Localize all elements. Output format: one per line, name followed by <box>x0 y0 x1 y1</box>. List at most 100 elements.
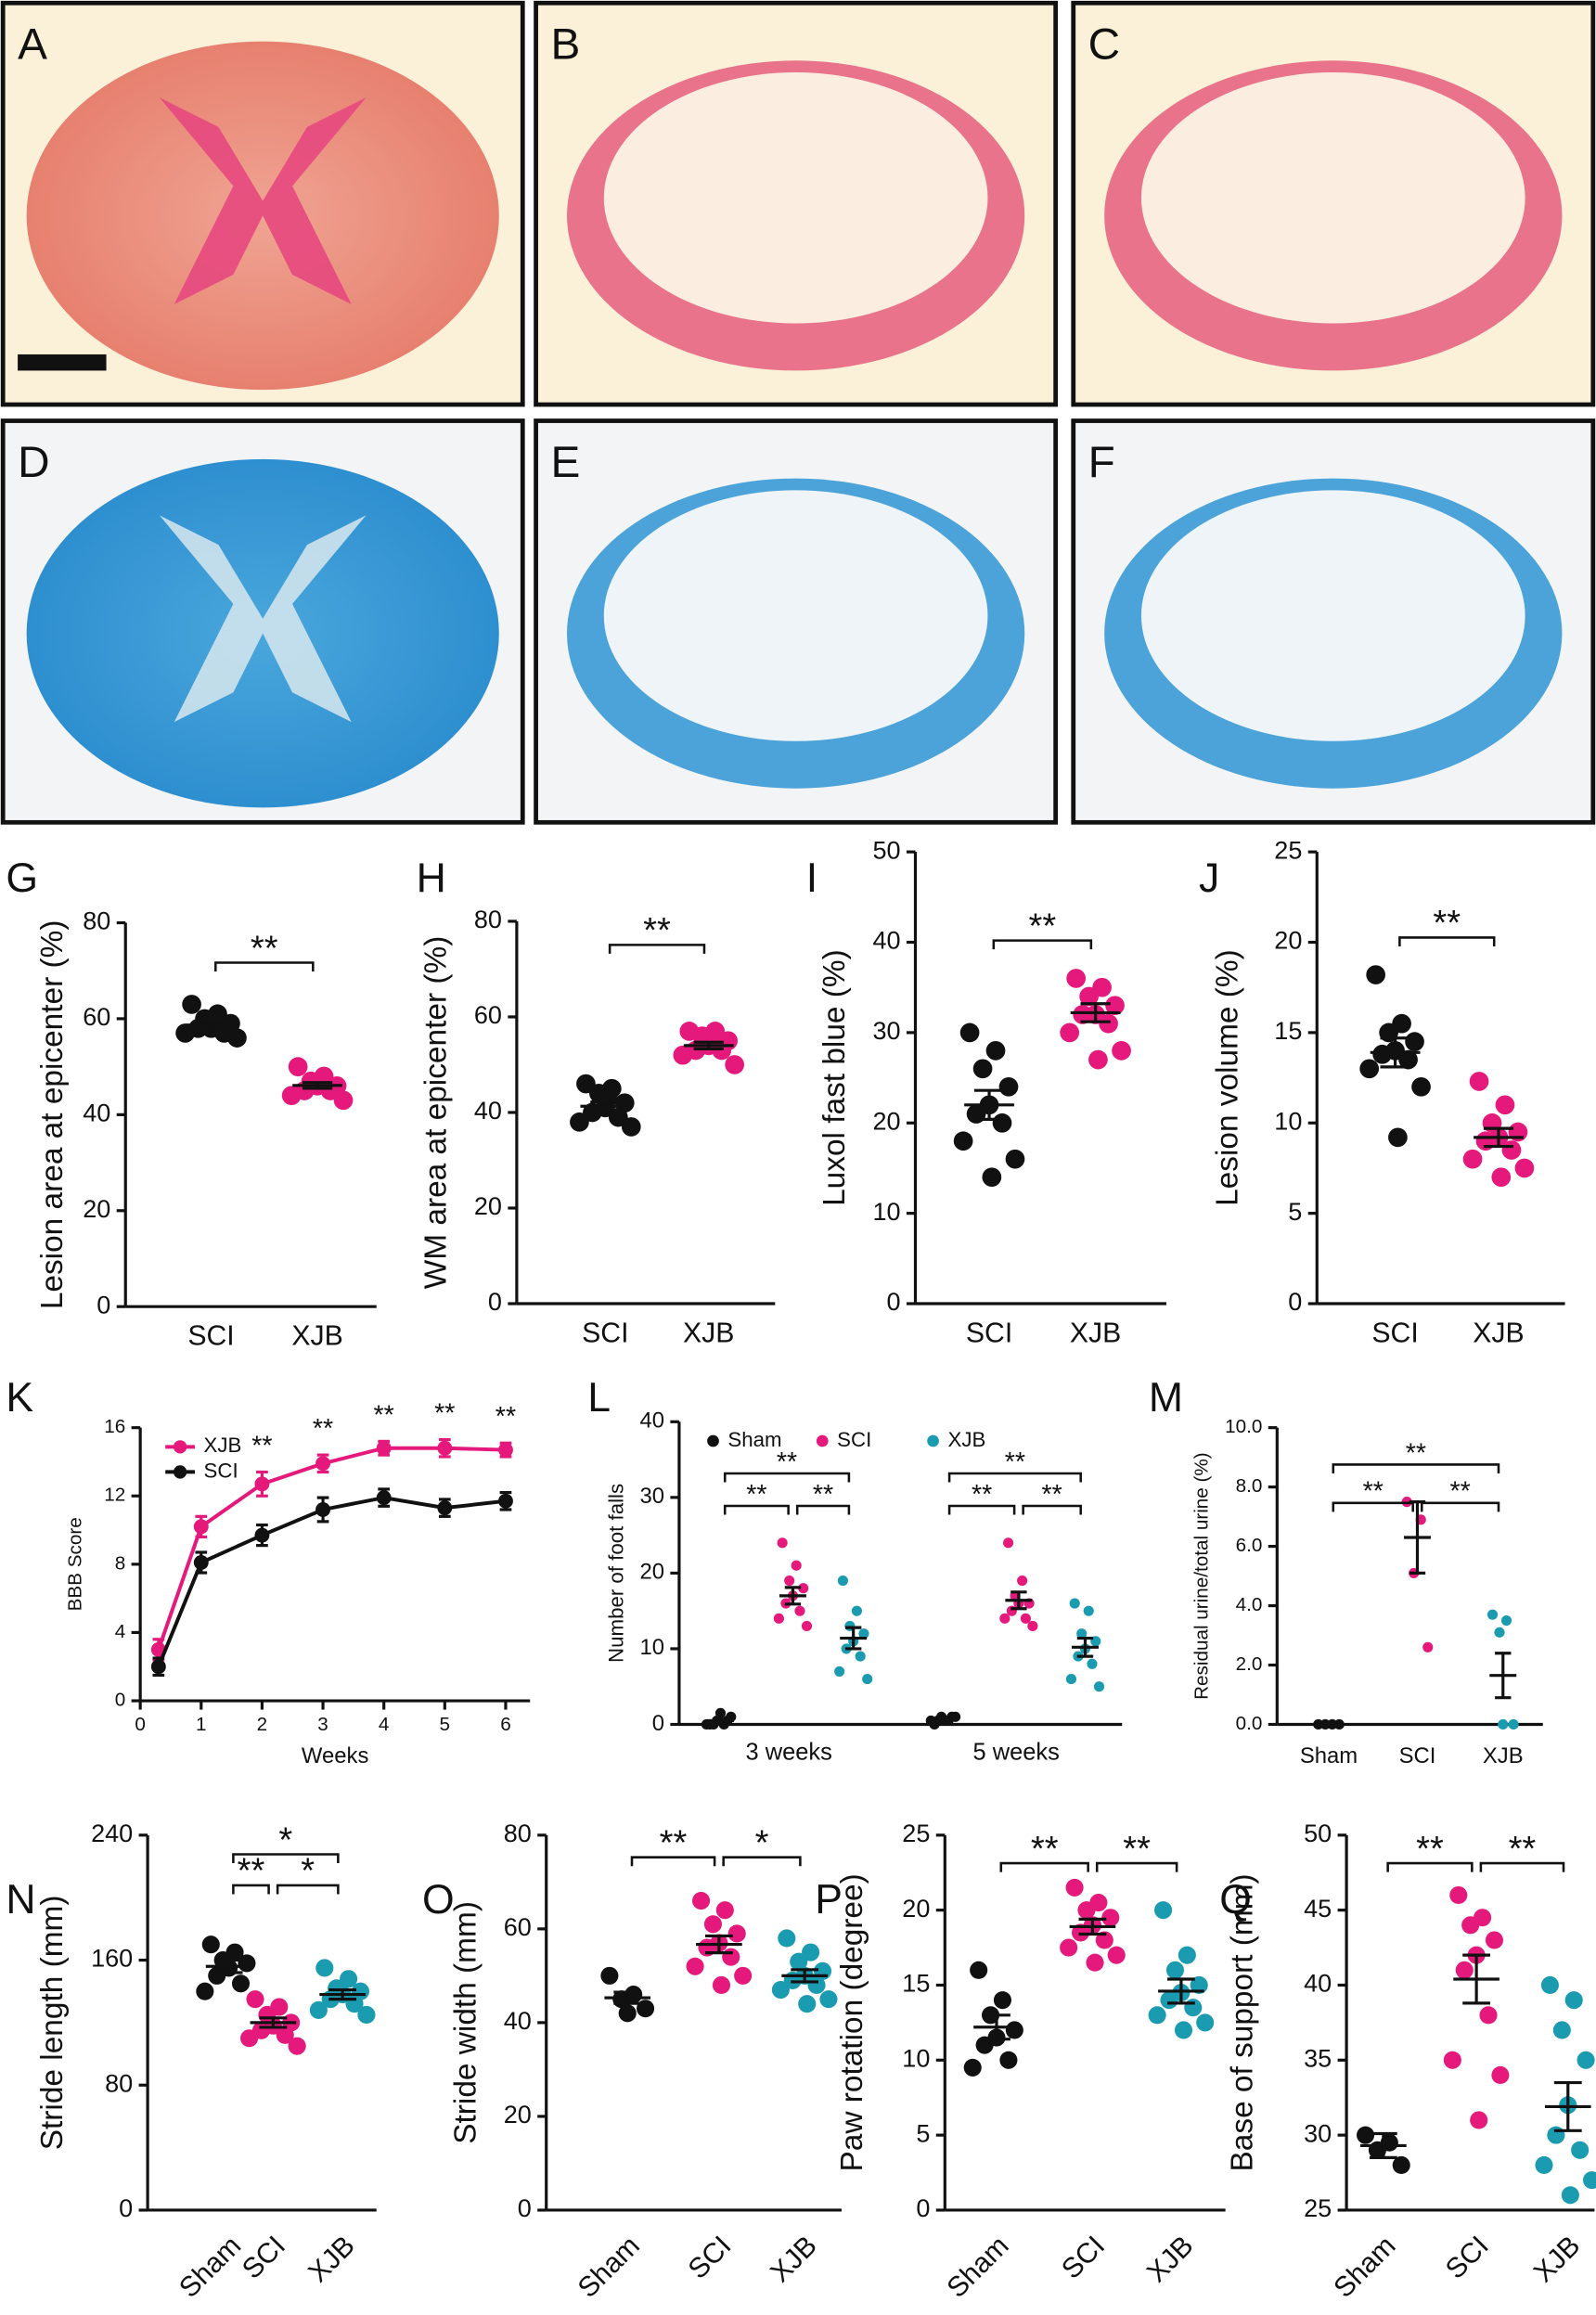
data-point <box>1065 1673 1077 1685</box>
significance-label: ** <box>1005 1447 1025 1477</box>
gray-matter <box>159 515 367 723</box>
y-tick-label: 4 <box>115 1621 126 1642</box>
x-tick-label: SCI <box>582 1318 628 1348</box>
x-tick-label: 1 <box>196 1714 207 1735</box>
x-tick-label: 3 <box>317 1714 328 1735</box>
x-tick-label: Sham <box>1300 1743 1358 1768</box>
panel-label: J <box>1199 855 1219 901</box>
data-point <box>357 2005 376 2025</box>
tissue-lesion <box>603 72 988 324</box>
significance-bracket <box>232 1884 270 1895</box>
data-point <box>315 1502 331 1517</box>
significance-label: ** <box>813 1480 833 1510</box>
data-point <box>975 2036 994 2054</box>
data-point <box>1101 1909 1120 1927</box>
x-tick-label: 4 <box>379 1714 390 1735</box>
panel-label: O <box>422 1877 455 1923</box>
y-tick-label: 40 <box>504 2007 532 2035</box>
data-point <box>798 1995 817 2013</box>
data-point <box>333 1090 354 1111</box>
data-point <box>1479 2006 1498 2025</box>
data-point <box>1508 1718 1519 1730</box>
significance-label: ** <box>1509 1829 1537 1869</box>
data-point <box>970 1961 988 1979</box>
y-tick-label: 160 <box>91 1945 133 1973</box>
legend-label: Sham <box>727 1428 781 1451</box>
y-tick-label: 50 <box>1304 1820 1332 1847</box>
data-point <box>1087 1658 1098 1669</box>
data-point <box>1494 1627 1505 1638</box>
y-tick-label: 40 <box>873 927 901 955</box>
legend-marker <box>927 1434 939 1447</box>
data-point <box>712 1975 730 1995</box>
x-tick-label: SCI <box>187 1321 234 1352</box>
panel-label: E <box>550 438 580 487</box>
significance-bracket <box>214 961 315 972</box>
significance-bracket <box>276 1884 340 1895</box>
data-point <box>1066 969 1087 988</box>
y-tick-label: 0 <box>1288 1288 1302 1316</box>
data-point <box>1160 1991 1178 2010</box>
y-tick-label: 20 <box>902 1895 930 1923</box>
data-point <box>807 1975 826 1995</box>
significance-bracket <box>795 1504 851 1515</box>
image-panel: A <box>0 0 525 407</box>
significance-bracket <box>723 1472 851 1483</box>
data-point <box>1099 1013 1118 1034</box>
data-point <box>1366 965 1386 984</box>
panel-label: F <box>1088 438 1115 487</box>
x-tick-label: XJB <box>1141 2231 1200 2289</box>
data-point <box>1461 1916 1480 1935</box>
significance-label: ** <box>1031 1829 1059 1869</box>
significance-bracket <box>722 1856 802 1867</box>
x-tick-label: 5 weeks <box>973 1740 1060 1766</box>
data-point <box>773 1613 784 1624</box>
data-point <box>1154 1901 1173 1920</box>
x-tick-label: SCI <box>1056 2231 1111 2285</box>
legend-marker <box>173 1440 187 1454</box>
data-point <box>1178 1946 1196 1964</box>
y-tick-label: 15 <box>1274 1017 1302 1045</box>
x-tick-label: XJB <box>1473 1318 1524 1348</box>
data-point <box>985 1041 1006 1061</box>
data-point <box>254 1476 270 1492</box>
significance-label: ** <box>374 1400 394 1430</box>
data-point <box>1107 1946 1126 1964</box>
data-point <box>1005 2021 1023 2039</box>
data-point <box>1357 2126 1375 2144</box>
data-point <box>1422 1641 1434 1653</box>
data-point <box>1540 1975 1559 1995</box>
image-panel: C <box>1071 0 1596 407</box>
x-tick-label: SCI <box>683 2231 738 2285</box>
y-tick-label: 25 <box>1304 2194 1332 2222</box>
data-point <box>778 1929 796 1948</box>
x-tick-label: Sham <box>1328 2231 1401 2304</box>
data-point <box>855 1651 866 1662</box>
significance-bracket <box>992 939 1093 950</box>
chart: 0 5 10 15 20 25 Paw rotation (degree)P Sham SCI X… <box>815 1820 1226 2304</box>
y-tick-label: 10.0 <box>1225 1416 1262 1437</box>
significance-bracket <box>630 1856 716 1867</box>
y-tick-label: 40 <box>639 1408 664 1434</box>
data-point <box>1088 1049 1108 1070</box>
data-point <box>1411 1076 1431 1097</box>
y-tick-label: 20 <box>474 1192 502 1220</box>
data-point <box>437 1440 453 1456</box>
data-point <box>691 1892 711 1910</box>
data-point <box>1552 2021 1571 2039</box>
panel-label: N <box>6 1877 35 1923</box>
y-tick-label: 10 <box>1274 1107 1302 1135</box>
y-tick-label: 0 <box>115 1690 126 1711</box>
series-line <box>157 1496 507 1667</box>
y-tick-label: 80 <box>504 1820 532 1847</box>
data-point <box>201 1936 220 1954</box>
significance-bracket <box>1332 1501 1414 1512</box>
significance-label: ** <box>238 1851 265 1891</box>
y-tick-label: 25 <box>1274 836 1302 864</box>
significance-label: ** <box>313 1414 333 1444</box>
panel-label: H <box>417 855 446 901</box>
data-point <box>999 2051 1018 2069</box>
data-point <box>288 1057 308 1076</box>
panel-label: K <box>6 1375 33 1421</box>
y-axis-label: Stride length (mm) <box>35 1896 70 2151</box>
